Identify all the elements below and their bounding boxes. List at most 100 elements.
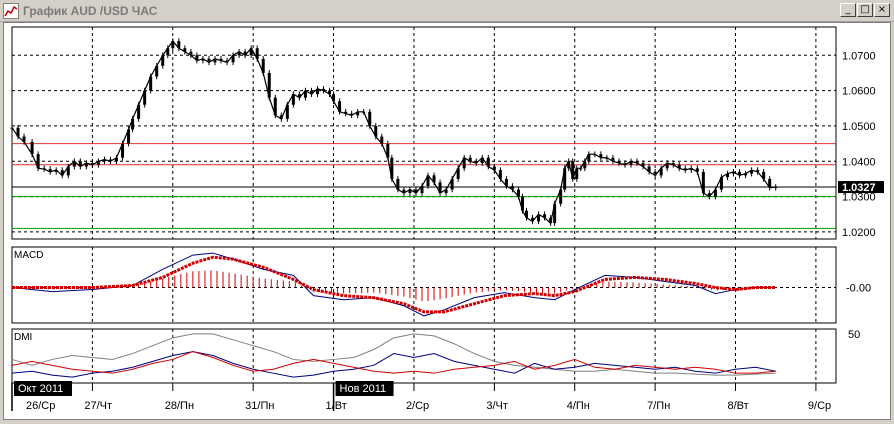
price-candle-body xyxy=(195,55,199,61)
price-candle-body xyxy=(744,173,748,176)
price-candle-body xyxy=(563,168,567,190)
x-marker-label: Нов 2011 xyxy=(340,383,387,395)
price-frame xyxy=(11,26,837,240)
price-candle-body xyxy=(659,168,663,176)
price-tick-label: 1.0600 xyxy=(842,86,876,98)
price-candle-body xyxy=(207,58,211,63)
price-candle-body xyxy=(587,154,591,162)
x-tick-label: 4/Пн xyxy=(567,400,590,412)
price-candle-body xyxy=(255,48,259,59)
current-price-label: 1.0327 xyxy=(842,182,876,194)
price-candle-body xyxy=(161,55,165,66)
x-tick-label: 9/Ср xyxy=(808,400,831,412)
price-candle-body xyxy=(617,161,621,164)
price-candle-body xyxy=(291,94,295,105)
price-candle-body xyxy=(426,175,430,186)
price-candle-body xyxy=(571,161,575,179)
price-candle-body xyxy=(297,94,301,98)
price-candle-body xyxy=(309,90,313,95)
price-candle-body xyxy=(438,182,442,194)
price-tick-label: 1.0200 xyxy=(842,227,876,239)
price-candle-body xyxy=(350,113,354,116)
price-candle-body xyxy=(450,178,454,190)
dmi-title: DMI xyxy=(14,332,32,343)
x-tick-label: 1/Вт xyxy=(326,400,347,412)
current-price-box xyxy=(838,181,884,194)
macd-series-line xyxy=(11,252,776,317)
price-candle-body xyxy=(121,143,125,158)
price-candle-body xyxy=(285,104,289,119)
price-candle-body xyxy=(368,111,372,126)
price-candle-body xyxy=(396,178,400,190)
price-candle-body xyxy=(553,203,557,224)
x-tick-label: 2/Ср xyxy=(406,400,429,412)
price-candle-body xyxy=(115,157,119,162)
price-candle-body xyxy=(303,90,307,98)
price-candle-body xyxy=(713,189,717,197)
price-candle-body xyxy=(143,90,147,105)
macd-tick-label: -0.00 xyxy=(846,283,871,295)
price-candle-body xyxy=(279,115,283,119)
price-candle-body xyxy=(273,97,277,116)
price-candle-body xyxy=(22,136,26,142)
price-panel: 1.0200 1.0300 1.0400 1.0500 1.0600 1.0700 1.03… xyxy=(10,26,884,240)
x-tick-label: 8/Вт xyxy=(728,400,749,412)
chart-area[interactable]: 1.0200 1.0300 1.0400 1.0500 1.0600 1.0700 1.03… xyxy=(3,22,891,420)
price-candle-body xyxy=(444,189,448,194)
close-icon: × xyxy=(877,4,887,15)
price-candle-body xyxy=(344,111,348,114)
title-bar[interactable]: График AUD /USD ЧАС _ □ × xyxy=(0,0,894,22)
x-marker-box xyxy=(14,381,72,396)
price-candle-body xyxy=(78,161,82,167)
price-candle-body xyxy=(474,161,478,164)
price-candle-body xyxy=(498,170,502,179)
close-button[interactable]: × xyxy=(874,3,890,17)
price-candle-body xyxy=(456,168,460,179)
chart-app-icon xyxy=(3,3,19,19)
price-candle-body xyxy=(641,163,645,167)
price-candle-body xyxy=(171,41,175,49)
price-candle-body xyxy=(127,129,131,144)
price-candle-body xyxy=(356,111,360,116)
price-candle-body xyxy=(520,196,524,211)
price-candle-body xyxy=(36,154,40,169)
price-candle-body xyxy=(332,94,336,102)
price-candle-body xyxy=(380,136,384,144)
price-candle-body xyxy=(249,48,253,56)
price-candle-body xyxy=(677,164,681,169)
minimize-icon: _ xyxy=(845,4,851,15)
price-candle-body xyxy=(420,186,424,194)
dmi-tick-label: 50 xyxy=(848,329,860,341)
price-candle-body xyxy=(653,171,657,176)
price-candle-body xyxy=(84,163,88,167)
price-candle-body xyxy=(267,72,271,98)
price-candle-body xyxy=(611,157,615,162)
price-candle-body xyxy=(756,170,760,172)
price-candle-body xyxy=(480,157,484,164)
chart-canvas[interactable]: 1.0200 1.0300 1.0400 1.0500 1.0600 1.0700 1.03… xyxy=(4,23,890,419)
dmi-series-line xyxy=(11,351,776,378)
price-candle-body xyxy=(725,173,729,178)
price-candle-body xyxy=(665,163,669,169)
x-tick-label: 26/Ср xyxy=(26,400,55,412)
x-marker-box xyxy=(335,381,394,396)
price-candle-body xyxy=(510,186,514,190)
price-candle-body xyxy=(328,90,332,95)
price-candle-body xyxy=(243,51,247,56)
price-candle-body xyxy=(390,157,394,179)
minimize-button[interactable]: _ xyxy=(840,3,856,17)
price-tick-label: 1.0500 xyxy=(842,121,876,133)
dmi-series-line xyxy=(11,333,776,376)
dmi-panel: 50 DMI xyxy=(11,328,860,384)
maximize-button[interactable]: □ xyxy=(857,3,873,17)
price-candle-body xyxy=(315,88,319,95)
x-tick-label: 28/Пн xyxy=(165,400,194,412)
price-candle-body xyxy=(504,178,508,186)
price-candle-body xyxy=(386,143,390,158)
price-candle-body xyxy=(567,161,571,169)
price-candle-body xyxy=(261,58,265,73)
x-tick-label: 7/Пн xyxy=(647,400,670,412)
price-candle-body xyxy=(108,159,112,162)
price-candle-body xyxy=(189,51,193,56)
price-candle-body xyxy=(683,168,687,171)
